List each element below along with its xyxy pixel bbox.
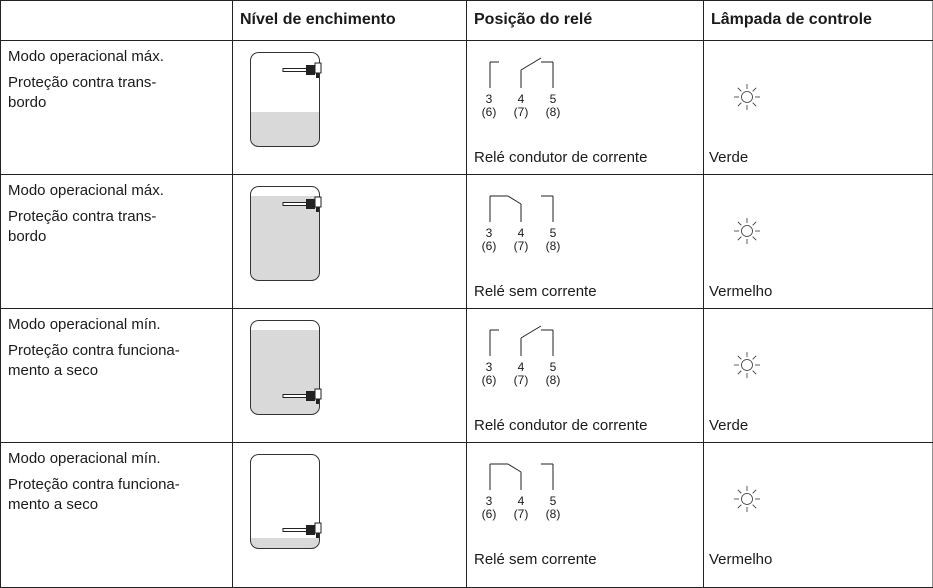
sensor-head	[306, 391, 315, 401]
terminal-alt-number: (6)	[481, 105, 497, 119]
terminal-alt-number: (7)	[513, 373, 529, 387]
relay-state: Relé sem corrente	[474, 283, 597, 300]
terminal-alt-number: (7)	[513, 105, 529, 119]
tank	[250, 454, 320, 549]
sensor-cable	[316, 73, 319, 78]
sensor-rod	[282, 528, 308, 532]
lamp-label: Verde	[709, 417, 749, 434]
column-header: Lâmpada de controle	[711, 11, 872, 28]
lamp-ray	[737, 504, 742, 509]
protection-label: Proteção contra trans- bordo	[8, 74, 157, 111]
terminal-alt-number: (8)	[545, 373, 561, 387]
terminal-number: 5	[549, 226, 557, 240]
relay-contact	[507, 195, 522, 205]
sensor-housing	[314, 196, 322, 208]
tank-fill	[251, 330, 319, 414]
sensor-cable	[316, 533, 319, 538]
lamp-ray	[737, 355, 742, 360]
terminal-number: 4	[517, 92, 525, 106]
sensor-head	[306, 525, 315, 535]
terminal-number: 3	[485, 92, 493, 106]
terminal-number: 4	[517, 494, 525, 508]
sensor-cable	[316, 399, 319, 404]
terminal-alt-number: (8)	[545, 507, 561, 521]
terminal-number: 3	[485, 226, 493, 240]
sensor-housing	[314, 388, 322, 400]
terminal-number: 4	[517, 226, 525, 240]
tank-fill	[251, 112, 319, 146]
mode-label: Modo operacional máx.	[8, 182, 164, 199]
sensor-rod	[282, 394, 308, 398]
terminal-alt-number: (7)	[513, 239, 529, 253]
column-header: Posição do relé	[474, 11, 593, 28]
protection-label: Proteção contra funciona- mento a seco	[8, 476, 180, 513]
sensor-cable	[316, 207, 319, 212]
sensor-rod	[282, 202, 308, 206]
tank	[250, 320, 320, 415]
tank-fill	[251, 538, 319, 548]
terminal-number: 5	[549, 92, 557, 106]
tank-fill	[251, 196, 319, 280]
relay-contact	[520, 57, 542, 71]
lamp-label: Vermelho	[709, 551, 773, 568]
sensor-housing	[314, 522, 322, 534]
lamp-label: Vermelho	[709, 283, 773, 300]
lamp-ray	[737, 489, 742, 494]
terminal-number: 5	[549, 494, 557, 508]
terminal-alt-number: (6)	[481, 507, 497, 521]
terminal-number: 4	[517, 360, 525, 374]
lamp-ray	[752, 102, 757, 107]
lamp-ray	[752, 504, 757, 509]
lamp-ray	[752, 221, 757, 226]
protection-label: Proteção contra funciona- mento a seco	[8, 342, 180, 379]
terminal-number: 3	[485, 360, 493, 374]
relay-contact	[507, 463, 522, 473]
lamp-ray	[737, 102, 742, 107]
terminal-alt-number: (8)	[545, 105, 561, 119]
terminal-number: 5	[549, 360, 557, 374]
relay-state: Relé sem corrente	[474, 551, 597, 568]
lamp-ray	[737, 236, 742, 241]
lamp-ray	[737, 87, 742, 92]
terminal-alt-number: (7)	[513, 507, 529, 521]
lamp-label: Verde	[709, 149, 749, 166]
mode-label: Modo operacional mín.	[8, 316, 161, 333]
lamp-icon	[741, 225, 753, 237]
relay-state: Relé condutor de corrente	[474, 417, 648, 434]
lamp-ray	[737, 370, 742, 375]
terminal-number: 3	[485, 494, 493, 508]
protection-label: Proteção contra trans- bordo	[8, 208, 157, 245]
lamp-icon	[741, 91, 753, 103]
lamp-ray	[752, 489, 757, 494]
lamp-ray	[752, 355, 757, 360]
terminal-alt-number: (6)	[481, 239, 497, 253]
lamp-ray	[752, 236, 757, 241]
tank	[250, 52, 320, 147]
tank	[250, 186, 320, 281]
relay-contact	[520, 325, 542, 339]
lamp-ray	[737, 221, 742, 226]
lamp-icon	[741, 493, 753, 505]
relay-state: Relé condutor de corrente	[474, 149, 648, 166]
lamp-ray	[752, 87, 757, 92]
sensor-rod	[282, 68, 308, 72]
lamp-ray	[752, 370, 757, 375]
terminal-alt-number: (8)	[545, 239, 561, 253]
sensor-housing	[314, 62, 322, 74]
sensor-head	[306, 199, 315, 209]
lamp-icon	[741, 359, 753, 371]
terminal-alt-number: (6)	[481, 373, 497, 387]
sensor-head	[306, 65, 315, 75]
column-header: Nível de enchimento	[240, 11, 396, 28]
mode-label: Modo operacional mín.	[8, 450, 161, 467]
mode-label: Modo operacional máx.	[8, 48, 164, 65]
